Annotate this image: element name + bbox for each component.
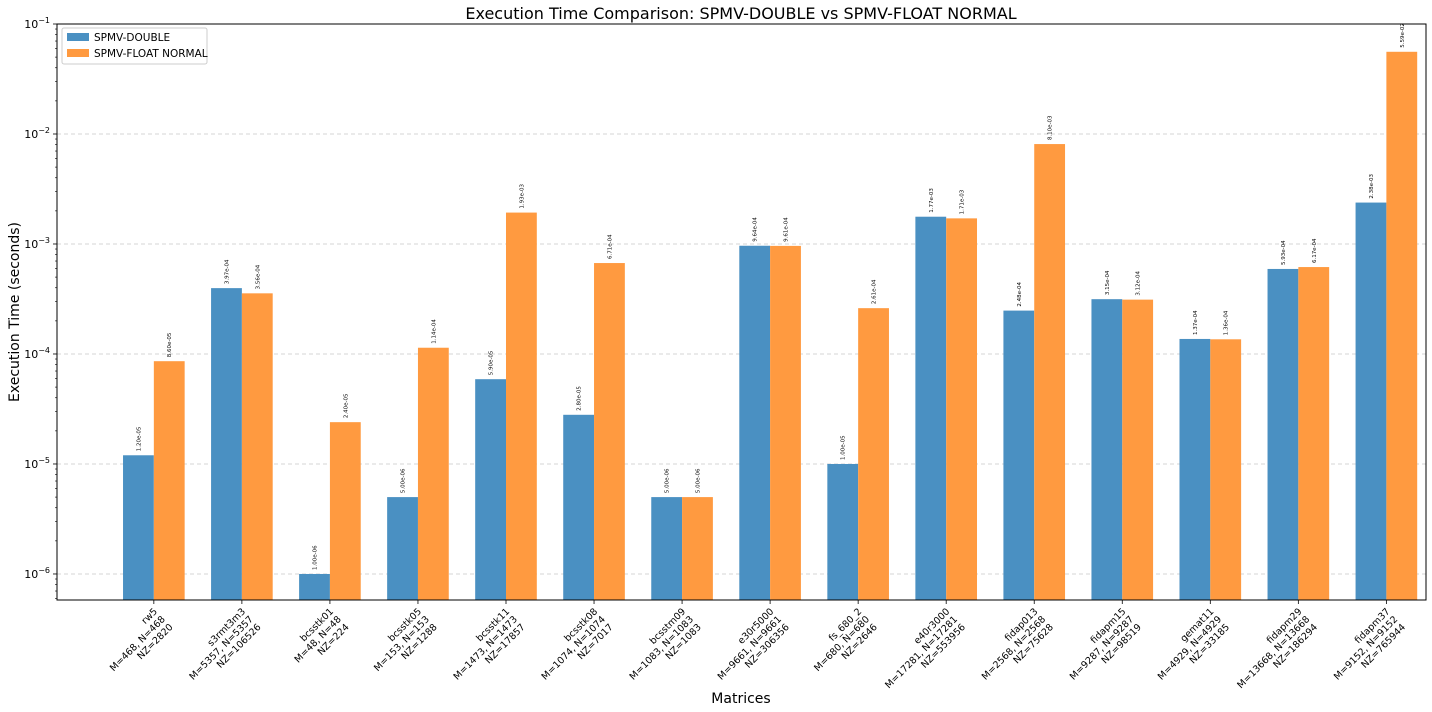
bar-double-12	[1179, 338, 1211, 600]
y-axis-label: Execution Time (seconds)	[7, 222, 23, 402]
data-label: 1.37e-04	[1193, 310, 1199, 335]
data-label: 5.00e-06	[401, 468, 407, 493]
y-tick-label: 10−1	[24, 16, 50, 31]
bar-float-7	[770, 245, 801, 600]
data-label: 5.00e-06	[695, 468, 701, 493]
legend: SPMV-DOUBLE SPMV-FLOAT NORMAL	[61, 27, 208, 65]
y-tick-label: 10−3	[24, 236, 50, 251]
bar-float-11	[1122, 299, 1154, 600]
bar-double-6	[651, 497, 683, 600]
legend-label-double: SPMV-DOUBLE	[94, 32, 170, 44]
data-label: 3.56e-04	[255, 264, 261, 289]
bar-double-7	[739, 245, 771, 600]
data-label: 3.97e-04	[224, 259, 230, 284]
bar-double-8	[827, 463, 859, 600]
bar-float-12	[1210, 339, 1242, 600]
data-label: 2.48e-04	[1017, 281, 1023, 306]
legend-swatch-double	[67, 33, 89, 41]
bar-float-14	[1386, 51, 1418, 601]
bar-double-4	[475, 379, 506, 600]
bar-float-1	[241, 293, 273, 600]
legend-swatch-float	[67, 49, 89, 57]
data-label: 1.36e-04	[1224, 310, 1230, 335]
data-label: 5.59e-02	[1400, 23, 1406, 48]
data-label: 8.60e-05	[167, 332, 173, 357]
bar-float-9	[946, 218, 978, 601]
bar-float-6	[682, 497, 713, 600]
data-label: 1.77e-03	[929, 188, 935, 213]
bars	[123, 51, 1418, 601]
bar-float-3	[417, 347, 449, 600]
y-tick-label: 10−5	[24, 456, 50, 471]
data-label: 2.80e-05	[577, 386, 583, 411]
bar-float-10	[1034, 144, 1066, 600]
data-label: 6.71e-04	[607, 234, 613, 259]
data-label: 1.20e-05	[136, 426, 142, 451]
data-label: 2.61e-04	[872, 279, 878, 304]
y-tick-label: 10−2	[24, 126, 50, 141]
x-axis-label: Matrices	[711, 691, 770, 707]
bar-double-3	[387, 497, 418, 600]
bar-double-11	[1091, 299, 1123, 600]
bar-double-10	[1003, 310, 1035, 600]
plot-frame	[56, 23, 1427, 601]
data-label: 9.64e-04	[753, 217, 759, 242]
bar-float-4	[505, 212, 537, 601]
bar-float-0	[153, 361, 185, 600]
data-label: 1.00e-05	[841, 435, 847, 460]
x-tick-label-line: M=13668, N=13668	[1235, 614, 1312, 691]
data-label: 5.93e-04	[1281, 240, 1287, 265]
bar-double-0	[123, 455, 154, 600]
bar-double-2	[299, 573, 330, 600]
legend-label-float: SPMV-FLOAT NORMAL	[94, 48, 208, 60]
data-label: 8.10e-03	[1048, 115, 1054, 140]
data-label: 3.15e-04	[1105, 270, 1111, 295]
data-label: 1.71e-03	[960, 189, 966, 214]
bar-float-5	[594, 263, 625, 600]
bar-float-2	[329, 422, 361, 600]
bar-double-5	[563, 414, 595, 600]
bar-double-9	[915, 216, 947, 600]
data-label: 3.12e-04	[1136, 271, 1142, 296]
legend-box	[61, 27, 208, 65]
y-ticks: 10−6 10−5 10−4 10−3 10−2 10−1	[24, 16, 57, 599]
chart-title: Execution Time Comparison: SPMV-DOUBLE v…	[465, 4, 1016, 23]
bar-double-13	[1267, 268, 1299, 600]
y-tick-label: 10−6	[24, 566, 50, 581]
data-label: 9.61e-04	[784, 217, 790, 242]
bar-float-13	[1298, 267, 1330, 600]
data-label: 1.00e-06	[313, 545, 319, 570]
x-tick-label-line: M=17281, N=17281	[883, 614, 960, 691]
data-label: 5.00e-06	[665, 468, 671, 493]
data-label: 2.38e-03	[1369, 173, 1375, 198]
data-label: 6.17e-04	[1312, 238, 1318, 263]
data-label: 1.93e-03	[519, 183, 525, 208]
bar-double-14	[1355, 202, 1387, 600]
bar-double-1	[211, 288, 242, 600]
data-label: 5.90e-05	[489, 350, 495, 375]
data-label: 1.14e-04	[431, 319, 437, 344]
data-labels: 1.20e-05 8.60e-05 3.97e-04 3.56e-04 1.00e-06…	[136, 23, 1405, 570]
bar-float-8	[858, 308, 889, 600]
y-tick-label: 10−4	[24, 346, 50, 361]
data-label: 2.40e-05	[343, 393, 349, 418]
